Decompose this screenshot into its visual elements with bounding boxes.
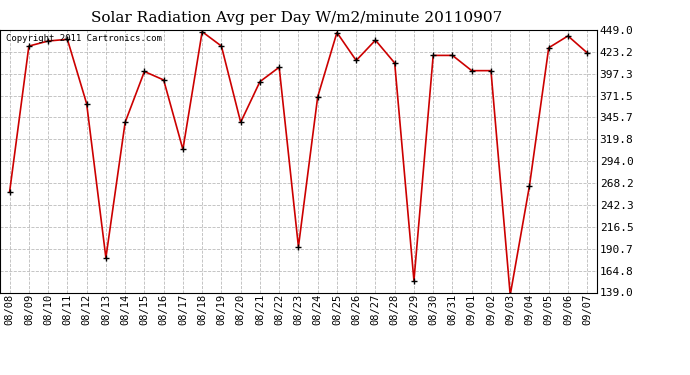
Text: Copyright 2011 Cartronics.com: Copyright 2011 Cartronics.com [6,34,162,43]
Text: Solar Radiation Avg per Day W/m2/minute 20110907: Solar Radiation Avg per Day W/m2/minute … [91,11,502,25]
